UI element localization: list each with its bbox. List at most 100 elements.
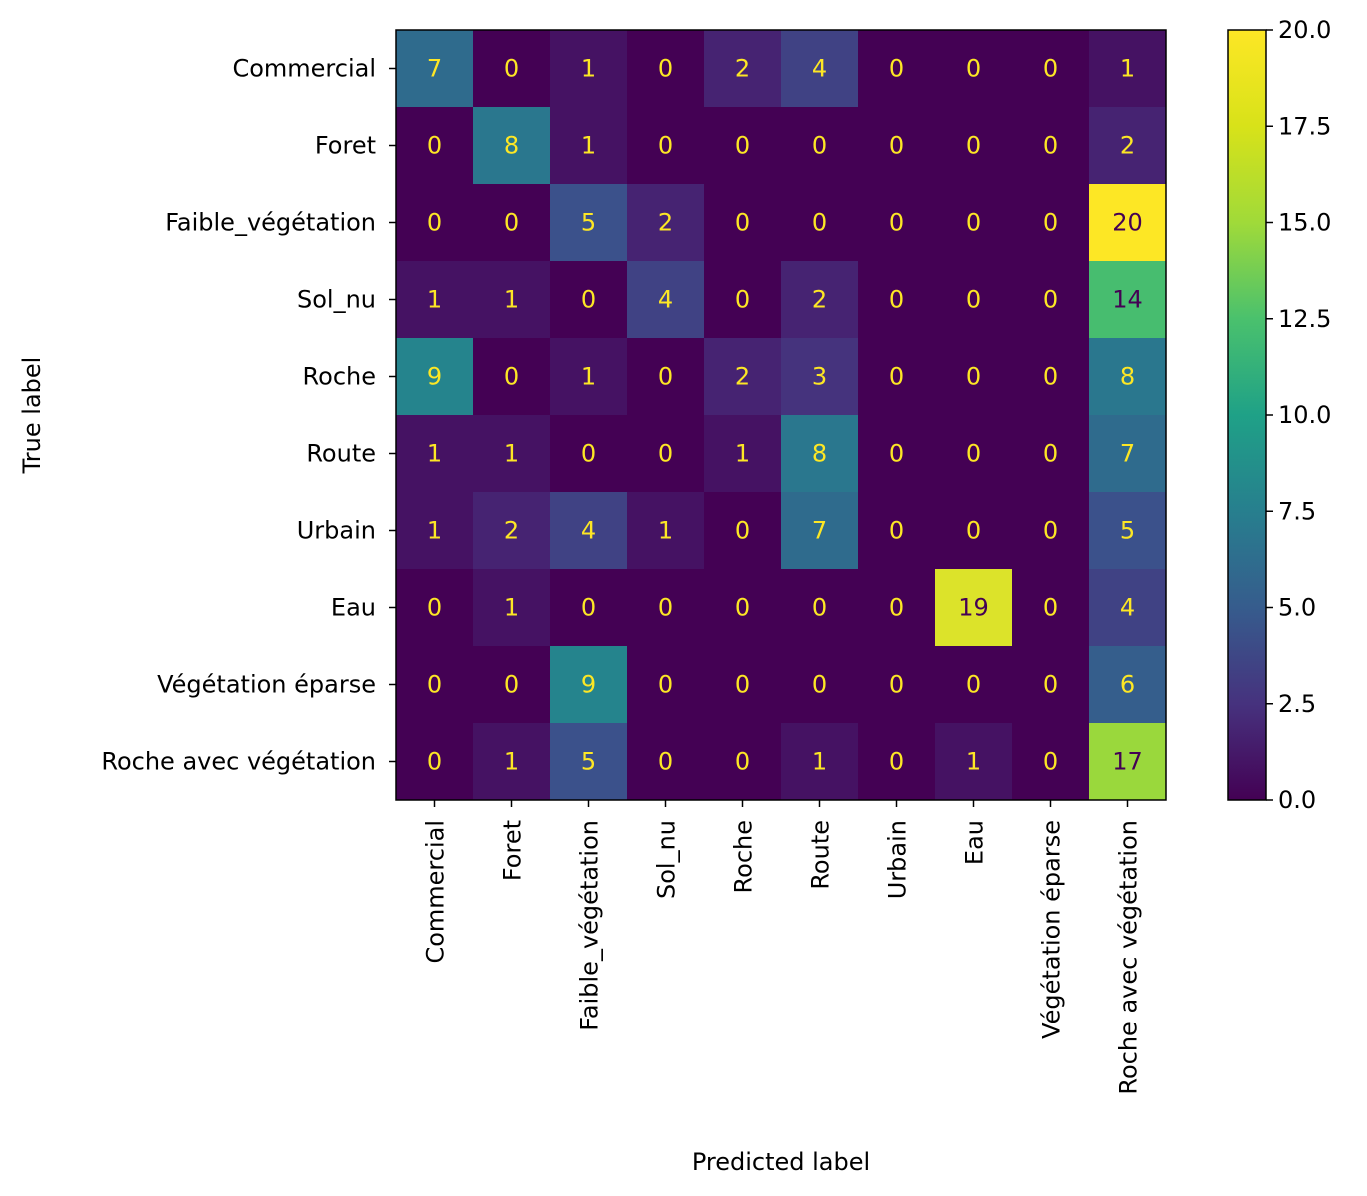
cell-value-label: 4	[812, 55, 827, 83]
matrix-cell	[550, 30, 628, 108]
cell-value-label: 0	[658, 132, 673, 160]
cell-value-label: 0	[889, 55, 904, 83]
cell-value-label: 0	[966, 132, 981, 160]
cell-value-label: 1	[735, 440, 750, 468]
cell-value-label: 4	[658, 286, 673, 314]
cell-value-label: 1	[504, 748, 519, 776]
matrix-cell	[550, 646, 628, 724]
y-tick-label: Faible_végétation	[165, 209, 376, 237]
matrix-cell-values: 7 0 1 0 2 4 0 0 0 10 8 1 0 0 0 0 0 0 20 0 5 2 0 0 0 0 0 201 1 0 4 0 2 0 0 0…	[427, 55, 1143, 776]
cell-value-label: 1	[504, 286, 519, 314]
matrix-cell	[704, 184, 782, 262]
x-tick-label: Roche	[730, 820, 758, 893]
matrix-cell	[858, 646, 936, 724]
y-tick-label: Roche	[303, 363, 376, 391]
matrix-cell	[627, 30, 705, 108]
matrix-cell	[550, 107, 628, 185]
cell-value-label: 0	[889, 440, 904, 468]
matrix-cell	[1012, 723, 1090, 801]
matrix-cell	[473, 492, 551, 570]
x-tick-label: Route	[807, 820, 835, 890]
cell-value-label: 0	[966, 55, 981, 83]
matrix-cell	[396, 184, 474, 262]
cell-value-label: 0	[427, 132, 442, 160]
cell-value-label: 1	[427, 440, 442, 468]
x-axis-label: Predicted label	[692, 1148, 870, 1176]
matrix-cell	[935, 569, 1013, 647]
cell-value-label: 0	[889, 517, 904, 545]
cell-value-label: 9	[427, 363, 442, 391]
matrix-cell	[473, 723, 551, 801]
matrix-cell	[627, 338, 705, 416]
cell-value-label: 0	[735, 594, 750, 622]
matrix-cell	[627, 261, 705, 339]
matrix-cell	[627, 415, 705, 493]
cell-value-label: 0	[1043, 671, 1058, 699]
cell-value-label: 0	[1043, 286, 1058, 314]
cell-value-label: 0	[504, 55, 519, 83]
matrix-cell	[396, 569, 474, 647]
y-tick-label: Foret	[315, 132, 376, 160]
matrix-cell	[935, 723, 1013, 801]
y-tick-label: Commercial	[232, 55, 376, 83]
matrix-cell	[550, 492, 628, 570]
cell-value-label: 5	[581, 209, 596, 237]
matrix-cell	[704, 569, 782, 647]
matrix-cell	[627, 184, 705, 262]
matrix-cell	[1089, 569, 1167, 647]
cell-value-label: 2	[658, 209, 673, 237]
matrix-cell	[473, 184, 551, 262]
colorbar	[1227, 29, 1267, 801]
cell-value-label: 0	[966, 209, 981, 237]
cell-value-label: 1	[581, 363, 596, 391]
cell-value-label: 2	[1120, 132, 1135, 160]
cell-value-label: 8	[1120, 363, 1135, 391]
x-tick-label: Eau	[961, 820, 989, 865]
cell-value-label: 0	[1043, 594, 1058, 622]
cell-value-label: 5	[581, 748, 596, 776]
cell-value-label: 0	[889, 209, 904, 237]
cell-value-label: 4	[1120, 594, 1135, 622]
matrix-cell	[858, 415, 936, 493]
matrix-cell	[781, 184, 859, 262]
colorbar-tick-label: 0.0	[1278, 786, 1316, 814]
matrix-cell	[473, 569, 551, 647]
cell-value-label: 1	[1120, 55, 1135, 83]
matrix-cell	[396, 646, 474, 724]
cell-value-label: 0	[1043, 209, 1058, 237]
matrix-cell	[704, 415, 782, 493]
matrix-cell	[1089, 261, 1167, 339]
matrix-cell	[550, 415, 628, 493]
cell-value-label: 0	[966, 363, 981, 391]
cell-value-label: 0	[658, 671, 673, 699]
cell-value-label: 1	[966, 748, 981, 776]
matrix-cell	[627, 569, 705, 647]
matrix-cell	[1012, 492, 1090, 570]
cell-value-label: 0	[1043, 132, 1058, 160]
matrix-cell	[1012, 415, 1090, 493]
matrix-cell	[935, 184, 1013, 262]
matrix-cell	[935, 492, 1013, 570]
y-tick-label: Route	[306, 440, 376, 468]
cell-value-label: 3	[812, 363, 827, 391]
matrix-cell	[396, 492, 474, 570]
cell-value-label: 1	[581, 132, 596, 160]
matrix-cell	[858, 492, 936, 570]
matrix-cell	[1089, 107, 1167, 185]
cell-value-label: 0	[812, 671, 827, 699]
matrix-cells	[396, 30, 1167, 801]
matrix-cell	[858, 184, 936, 262]
matrix-cell	[781, 261, 859, 339]
y-tick-label: Végétation éparse	[157, 671, 376, 699]
matrix-cell	[396, 30, 474, 108]
cell-value-label: 1	[504, 594, 519, 622]
y-tick-label: Sol_nu	[297, 286, 376, 314]
cell-value-label: 0	[1043, 55, 1058, 83]
matrix-cell	[858, 30, 936, 108]
cell-value-label: 0	[427, 209, 442, 237]
matrix-cell	[781, 646, 859, 724]
matrix-cell	[396, 107, 474, 185]
cell-value-label: 0	[427, 748, 442, 776]
x-tick-label: Végétation éparse	[1038, 820, 1066, 1039]
